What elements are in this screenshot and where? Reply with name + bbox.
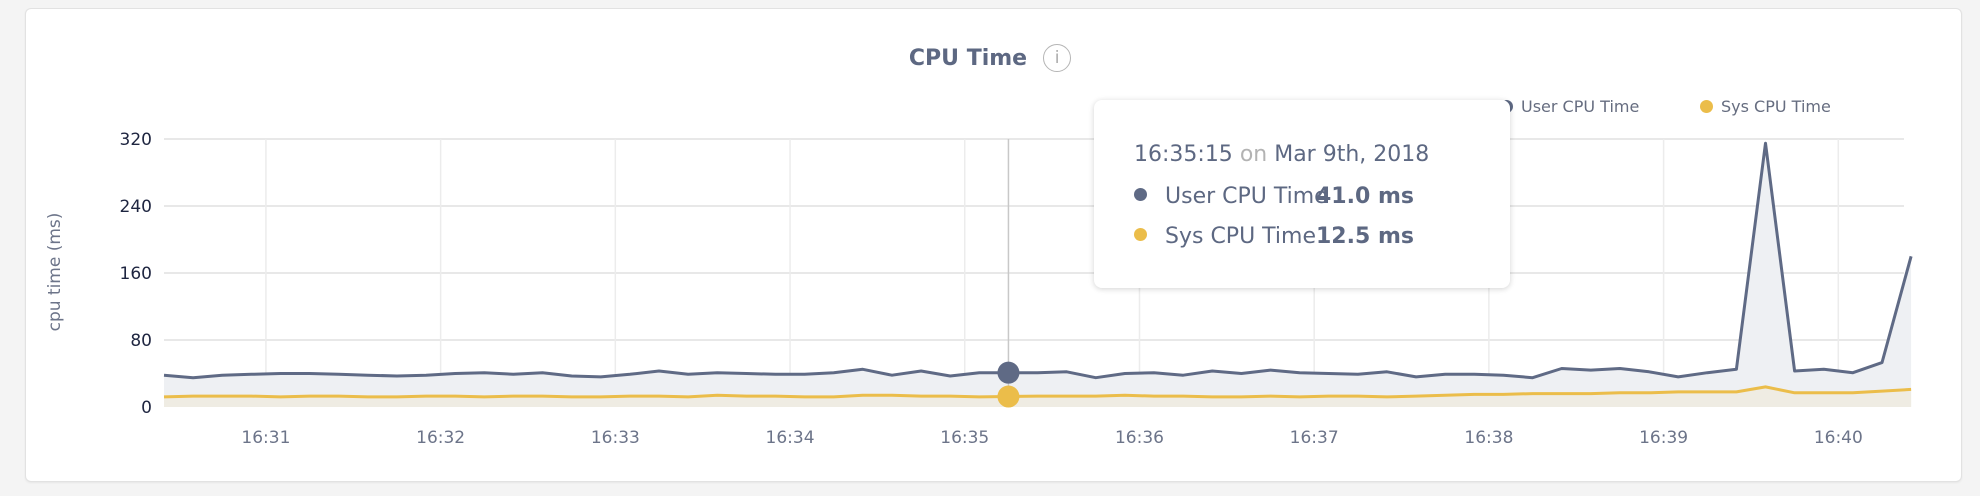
tooltip: 16:35:15 on Mar 9th, 2018 User CPU Time … [1094,100,1510,288]
tooltip-value: 41.0 ms [1316,184,1414,209]
tooltip-header: 16:35:15 on Mar 9th, 2018 [1134,142,1429,167]
x-tick-label: 16:40 [1814,428,1863,448]
tooltip-time: 16:35:15 [1134,142,1233,167]
tooltip-label: Sys CPU Time [1165,224,1317,249]
series-line [163,385,1912,399]
x-tick-label: 16:34 [766,428,815,448]
series-area [164,143,1912,407]
tooltip-label: User CPU Time [1165,184,1328,209]
tooltip-row-sys: Sys CPU Time [1134,224,1316,249]
chart-title-row: CPU Time i [0,44,1980,72]
legend-item-user[interactable]: User CPU Time [1500,97,1639,116]
x-tick-label: 16:39 [1639,428,1688,448]
tooltip-on: on [1239,142,1268,167]
x-tick-label: 16:35 [940,428,989,448]
y-tick-label: 320 [120,130,152,150]
info-icon[interactable]: i [1043,44,1072,72]
series-line [163,141,1913,380]
x-tick-label: 16:31 [241,428,290,448]
legend-label: User CPU Time [1521,97,1640,116]
y-tick-label: 0 [141,398,152,418]
legend-dot-icon [1700,100,1713,113]
tooltip-value: 12.5 ms [1316,224,1414,249]
y-axis-label: cpu time (ms) [45,213,65,332]
x-tick-label: 16:37 [1290,428,1339,448]
legend-label: Sys CPU Time [1721,97,1831,116]
hover-point [997,361,1020,384]
hover-point [997,385,1020,408]
series-dot-icon [1134,188,1147,201]
tooltip-date: Mar 9th, 2018 [1274,142,1430,167]
x-tick-label: 16:32 [416,428,465,448]
y-tick-label: 240 [120,197,152,217]
series-dot-icon [1134,228,1147,241]
tooltip-row-user: User CPU Time [1134,184,1328,209]
y-tick-label: 80 [130,331,152,351]
legend-item-sys[interactable]: Sys CPU Time [1700,97,1831,116]
x-tick-label: 16:36 [1115,428,1164,448]
x-tick-label: 16:38 [1464,428,1513,448]
x-tick-label: 16:33 [591,428,640,448]
y-tick-label: 160 [120,264,152,284]
chart-title: CPU Time [908,45,1028,71]
